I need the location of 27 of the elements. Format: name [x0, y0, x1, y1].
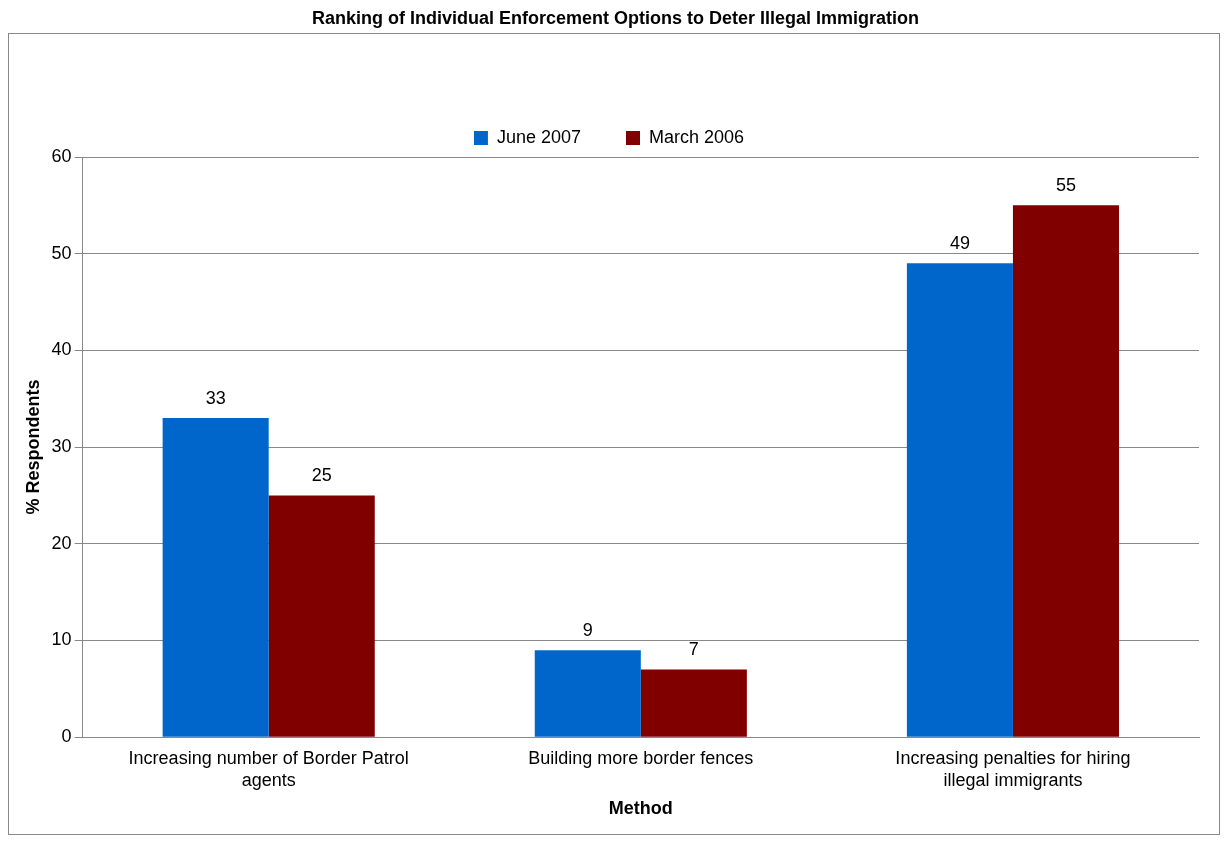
chart-title: Ranking of Individual Enforcement Options to Deter Illegal Immigration — [310, 8, 921, 29]
bar — [906, 263, 1013, 737]
bar — [162, 418, 269, 737]
data-label: 49 — [949, 233, 970, 254]
x-tick-label: Building more border fences — [528, 747, 754, 768]
data-label: 33 — [205, 388, 226, 409]
bar — [534, 650, 641, 737]
data-label: 7 — [688, 639, 699, 660]
y-tick-label: 10 — [51, 629, 72, 650]
x-tick-label: Increasing penalties for hiring illegal immigrants — [895, 747, 1131, 790]
y-tick-label: 0 — [61, 726, 72, 747]
bar — [268, 495, 375, 737]
data-label: 55 — [1055, 175, 1076, 196]
y-tick-label: 20 — [51, 532, 72, 553]
x-axis-title: Method — [608, 798, 673, 819]
y-tick-label: 40 — [51, 339, 72, 360]
data-label: 9 — [582, 620, 593, 641]
bar — [1012, 205, 1119, 737]
legend-label: March 2006 — [649, 126, 745, 147]
y-axis-title: % Respondents — [22, 379, 43, 515]
y-tick-label: 60 — [51, 145, 72, 166]
y-tick-label: 30 — [51, 436, 72, 457]
bar — [640, 669, 747, 737]
data-label: 25 — [311, 465, 332, 486]
legend-label: June 2007 — [496, 126, 582, 147]
y-tick-label: 50 — [51, 242, 72, 263]
x-tick-label: Increasing number of Border Patrol agents — [128, 747, 409, 790]
